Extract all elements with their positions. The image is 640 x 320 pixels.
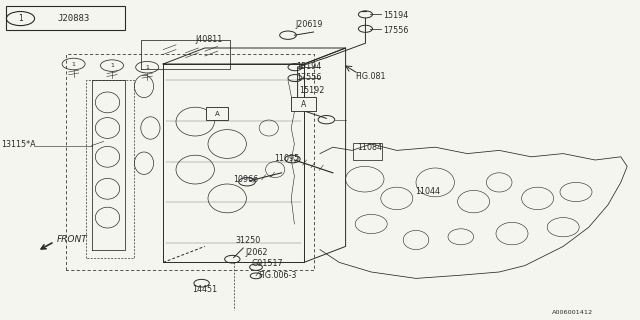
Text: 17556: 17556	[383, 26, 408, 35]
Text: J20619: J20619	[296, 20, 323, 29]
Text: 13115*A: 13115*A	[1, 140, 36, 149]
Text: FRONT: FRONT	[56, 236, 87, 244]
Text: 14451: 14451	[192, 285, 217, 294]
FancyBboxPatch shape	[353, 143, 382, 160]
Text: FIG.081: FIG.081	[355, 72, 386, 81]
Text: 1: 1	[18, 14, 23, 23]
Text: 15192: 15192	[299, 86, 324, 95]
Text: G91517: G91517	[252, 260, 283, 268]
FancyBboxPatch shape	[291, 97, 316, 111]
FancyBboxPatch shape	[206, 107, 228, 120]
Text: 1: 1	[110, 63, 114, 68]
Text: 11084: 11084	[357, 143, 382, 152]
Text: J20883: J20883	[58, 14, 90, 23]
Polygon shape	[320, 144, 627, 278]
Text: 15194: 15194	[383, 11, 408, 20]
Text: A: A	[214, 111, 220, 116]
Text: 17556: 17556	[296, 73, 321, 82]
Text: FIG.006-3: FIG.006-3	[258, 271, 296, 280]
Text: J2062: J2062	[245, 248, 268, 257]
Bar	[6, 6, 125, 30]
Text: 11044: 11044	[415, 188, 440, 196]
Text: J40811: J40811	[195, 35, 223, 44]
Text: 10966: 10966	[234, 175, 259, 184]
Text: 31250: 31250	[236, 236, 260, 245]
Text: A006001412: A006001412	[552, 309, 593, 315]
Text: 11095: 11095	[274, 154, 299, 163]
Text: A: A	[301, 100, 306, 109]
Text: 15194: 15194	[296, 62, 321, 71]
Text: 1: 1	[72, 61, 76, 67]
Text: 1: 1	[145, 65, 149, 70]
